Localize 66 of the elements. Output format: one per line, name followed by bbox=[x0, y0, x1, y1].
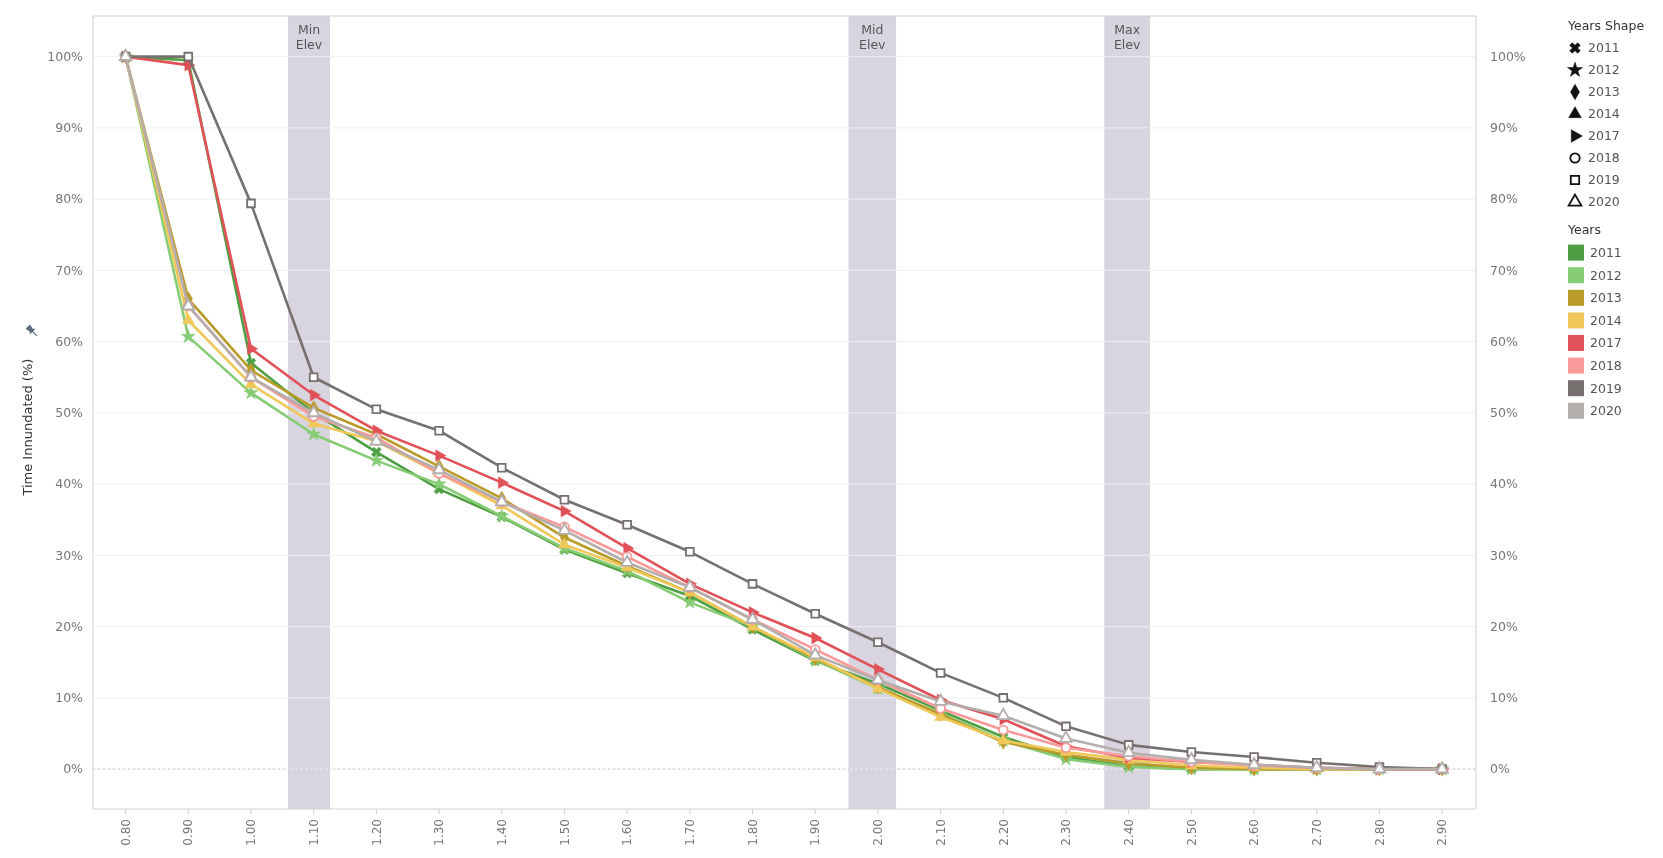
x-tick-label: 1.30 bbox=[432, 819, 447, 846]
x-tick-label: 0.80 bbox=[118, 819, 133, 846]
text: 2019 bbox=[1588, 172, 1620, 188]
x-tick-label: 1.80 bbox=[745, 819, 760, 846]
band-label: Mid Elev bbox=[859, 22, 887, 52]
y2-tick-label: 100% bbox=[1490, 48, 1526, 64]
y-tick-label: 40% bbox=[55, 476, 84, 492]
text: 2011 bbox=[1588, 40, 1620, 56]
legend-label: 2011 bbox=[1590, 244, 1622, 260]
y2-tick-label: 50% bbox=[1490, 405, 1518, 421]
x-tick-label: 2.50 bbox=[1184, 819, 1199, 846]
y2-tick-label: 10% bbox=[1490, 690, 1518, 706]
y2-tick-label: 60% bbox=[1490, 333, 1518, 349]
y-tick-label: 60% bbox=[55, 333, 84, 349]
x-tick-label: 1.70 bbox=[683, 819, 698, 846]
legend-label: 2018 bbox=[1590, 357, 1622, 373]
y2-tick-label: 0% bbox=[1490, 761, 1510, 777]
x-tick-label: 2.20 bbox=[996, 819, 1011, 846]
x-tick-label: 1.20 bbox=[369, 819, 384, 846]
y2-tick-label: 70% bbox=[1490, 262, 1518, 278]
text: 2018 bbox=[1588, 150, 1620, 166]
x-tick-label: 2.80 bbox=[1372, 819, 1387, 846]
text: 2014 bbox=[1588, 106, 1620, 122]
y-tick-label: 30% bbox=[55, 547, 84, 563]
text: 2013 bbox=[1588, 84, 1620, 100]
y-tick-label: 100% bbox=[47, 48, 84, 64]
text: 2017 bbox=[1588, 128, 1620, 144]
y-tick-label: 10% bbox=[55, 690, 84, 706]
y2-tick-label: 90% bbox=[1490, 120, 1518, 136]
y2-tick-label: 20% bbox=[1490, 618, 1518, 634]
x-tick-label: 2.00 bbox=[871, 819, 886, 846]
x-tick-label: 1.00 bbox=[244, 819, 259, 846]
y-tick-label: 80% bbox=[55, 191, 84, 207]
y-tick-label: 50% bbox=[55, 405, 84, 421]
x-tick-label: 1.40 bbox=[494, 819, 509, 846]
y2-tick-label: 40% bbox=[1490, 476, 1518, 492]
x-tick-label: 2.40 bbox=[1121, 819, 1136, 846]
y-tick-label: 0% bbox=[63, 761, 84, 777]
text: Years Shape bbox=[1568, 18, 1645, 33]
y-tick-label: 90% bbox=[55, 120, 84, 136]
text: 2020 bbox=[1588, 194, 1620, 210]
y-tick-label: 70% bbox=[55, 262, 84, 278]
x-tick-label: 2.60 bbox=[1247, 819, 1262, 846]
x-tick-label: 2.70 bbox=[1309, 819, 1324, 846]
x-tick-label: 1.10 bbox=[306, 819, 321, 846]
legend-label: 2013 bbox=[1590, 290, 1622, 306]
legend-label: 2020 bbox=[1590, 403, 1622, 419]
legend-label: 2014 bbox=[1590, 312, 1622, 328]
y2-tick-label: 30% bbox=[1490, 547, 1518, 563]
x-tick-label: 2.30 bbox=[1059, 819, 1074, 846]
x-tick-label: 2.10 bbox=[933, 819, 948, 846]
text: 2012 bbox=[1588, 62, 1620, 78]
x-tick-label: 2.90 bbox=[1435, 819, 1450, 846]
band-label: Min Elev bbox=[295, 22, 323, 52]
legend-label: 2017 bbox=[1590, 335, 1622, 351]
text: Years bbox=[1568, 222, 1601, 237]
x-tick-label: 1.90 bbox=[808, 819, 823, 846]
legend-label: 2019 bbox=[1590, 380, 1622, 396]
x-tick-label: 1.60 bbox=[620, 819, 635, 846]
band-label: Max Elev bbox=[1113, 22, 1141, 52]
y-axis-title: Time Innundated (%) bbox=[20, 358, 35, 497]
y2-tick-label: 80% bbox=[1490, 191, 1518, 207]
x-tick-label: 0.90 bbox=[181, 819, 196, 846]
legend-label: 2012 bbox=[1590, 267, 1622, 283]
x-tick-label: 1.50 bbox=[557, 819, 572, 846]
y-tick-label: 20% bbox=[55, 618, 84, 634]
